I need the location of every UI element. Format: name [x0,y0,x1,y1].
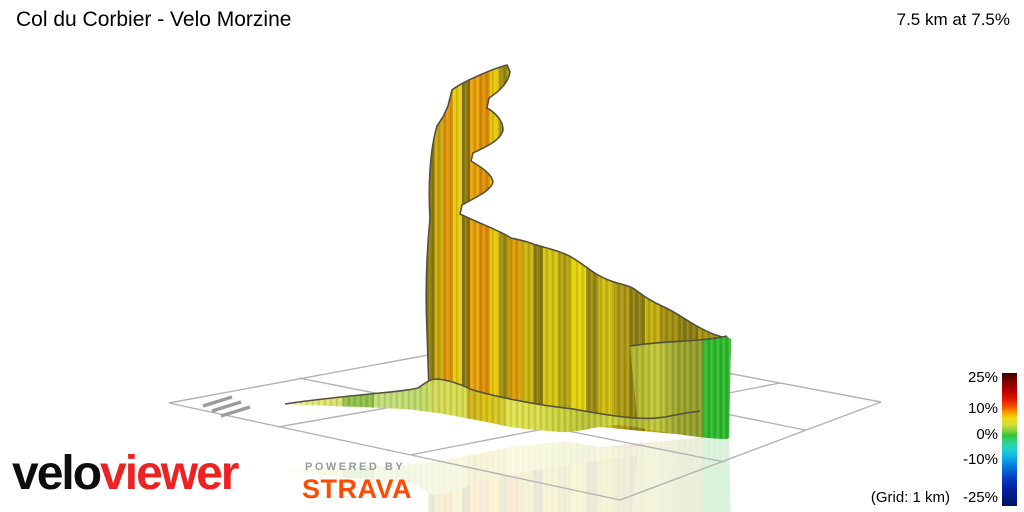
page-title: Col du Corbier - Velo Morzine [16,8,292,31]
veloviewer-logo-viewer: viewer [100,447,239,500]
legend-tick-neg25: -25% [962,489,998,506]
gradient-legend-bar [1002,373,1017,506]
ride-summary: 7.5 km at 7.5% [896,10,1010,29]
grid-scale-note: (Grid: 1 km) [870,489,950,506]
legend-tick-neg10: -10% [962,451,998,468]
start-hatch-marker [202,395,251,418]
veloviewer-logo[interactable]: veloviewer [12,446,239,502]
legend-tick-25: 25% [967,369,998,386]
veloviewer-logo-velo: velo [12,447,102,500]
powered-by-label: POWERED BY [305,461,406,473]
strava-logo[interactable]: STRAVA [302,474,412,504]
legend-tick-0: 0% [976,426,998,443]
legend-tick-10: 10% [967,400,998,417]
